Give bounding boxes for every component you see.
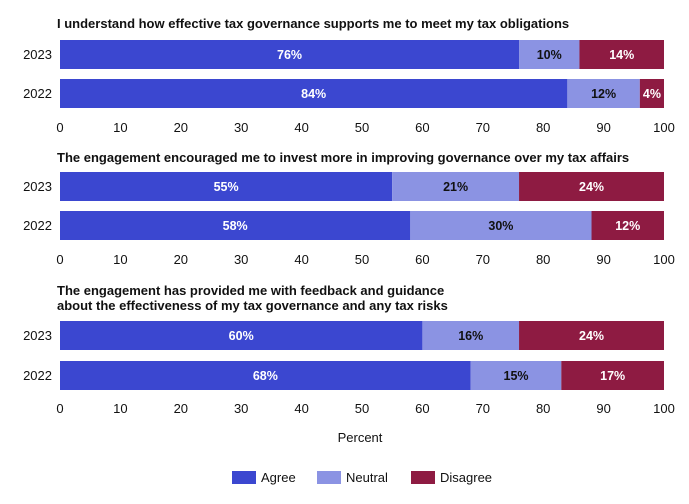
data-label-neutral: 21% [443, 180, 468, 194]
data-label-neutral: 30% [488, 219, 513, 233]
category-label: 2023 [23, 179, 52, 194]
x-tick-label: 90 [596, 252, 610, 267]
x-tick-label: 10 [113, 401, 127, 416]
x-tick-label: 30 [234, 401, 248, 416]
data-label-disagree: 12% [615, 219, 640, 233]
data-label-neutral: 16% [458, 329, 483, 343]
x-tick-label: 0 [56, 401, 63, 416]
category-label: 2023 [23, 47, 52, 62]
data-label-neutral: 10% [537, 48, 562, 62]
legend-label-agree: Agree [261, 470, 296, 485]
data-label-disagree: 14% [609, 48, 634, 62]
x-tick-label: 50 [355, 401, 369, 416]
data-label-agree: 76% [277, 48, 302, 62]
data-label-agree: 58% [223, 219, 248, 233]
panel-title: The engagement encouraged me to invest m… [57, 150, 629, 165]
data-label-disagree: 17% [600, 369, 625, 383]
x-tick-label: 50 [355, 120, 369, 135]
x-tick-label: 20 [174, 120, 188, 135]
legend-label-neutral: Neutral [346, 470, 388, 485]
data-label-disagree: 4% [643, 87, 661, 101]
category-label: 2023 [23, 328, 52, 343]
x-tick-label: 20 [174, 252, 188, 267]
x-tick-label: 90 [596, 401, 610, 416]
x-tick-label: 10 [113, 120, 127, 135]
panel-title: about the effectiveness of my tax govern… [57, 298, 448, 313]
x-tick-label: 0 [56, 252, 63, 267]
legend-swatch-disagree [411, 471, 435, 484]
data-label-agree: 68% [253, 369, 278, 383]
x-tick-label: 90 [596, 120, 610, 135]
x-tick-label: 30 [234, 252, 248, 267]
x-tick-label: 50 [355, 252, 369, 267]
x-tick-label: 30 [234, 120, 248, 135]
legend-swatch-neutral [317, 471, 341, 484]
x-tick-label: 80 [536, 120, 550, 135]
x-tick-label: 40 [294, 120, 308, 135]
x-tick-label: 40 [294, 252, 308, 267]
x-tick-label: 70 [476, 120, 490, 135]
data-label-neutral: 15% [504, 369, 529, 383]
x-tick-label: 100 [653, 120, 675, 135]
x-tick-label: 0 [56, 120, 63, 135]
stacked-bar-chart: I understand how effective tax governanc… [0, 0, 689, 504]
x-tick-label: 70 [476, 401, 490, 416]
x-tick-label: 60 [415, 401, 429, 416]
x-tick-label: 100 [653, 401, 675, 416]
data-label-agree: 84% [301, 87, 326, 101]
category-label: 2022 [23, 218, 52, 233]
x-tick-label: 80 [536, 401, 550, 416]
x-tick-label: 100 [653, 252, 675, 267]
panel-title: I understand how effective tax governanc… [57, 16, 569, 31]
data-label-disagree: 24% [579, 329, 604, 343]
x-tick-label: 40 [294, 401, 308, 416]
legend-swatch-agree [232, 471, 256, 484]
x-tick-label: 80 [536, 252, 550, 267]
category-label: 2022 [23, 86, 52, 101]
x-axis-title: Percent [338, 430, 383, 445]
data-label-neutral: 12% [591, 87, 616, 101]
category-label: 2022 [23, 368, 52, 383]
x-tick-label: 20 [174, 401, 188, 416]
x-tick-label: 10 [113, 252, 127, 267]
x-tick-label: 60 [415, 120, 429, 135]
data-label-disagree: 24% [579, 180, 604, 194]
x-tick-label: 60 [415, 252, 429, 267]
legend-label-disagree: Disagree [440, 470, 492, 485]
data-label-agree: 60% [229, 329, 254, 343]
x-tick-label: 70 [476, 252, 490, 267]
data-label-agree: 55% [214, 180, 239, 194]
panel-title: The engagement has provided me with feed… [57, 283, 444, 298]
